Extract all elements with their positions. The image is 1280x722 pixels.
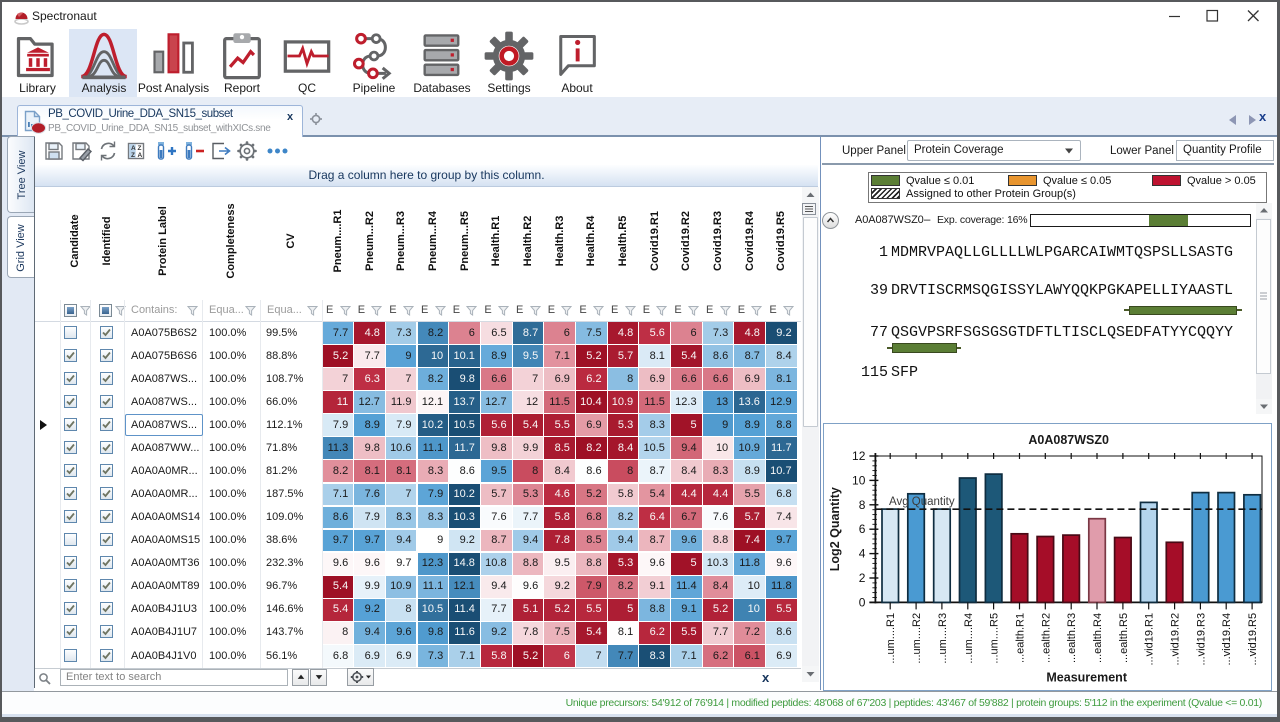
svg-text:6: 6	[859, 522, 866, 536]
svg-text:...um....R3: ...um....R3	[937, 612, 949, 663]
svg-text:...vid19.R4: ...vid19.R4	[1221, 612, 1233, 665]
svg-text:Z: Z	[131, 152, 135, 159]
svg-text:...vid19.R1: ...vid19.R1	[1144, 612, 1156, 665]
svg-text:10: 10	[852, 473, 866, 487]
svg-text:0: 0	[859, 595, 866, 609]
svg-text:8: 8	[859, 497, 866, 511]
svg-text:Avg Quantity: Avg Quantity	[889, 496, 955, 508]
svg-text:4: 4	[859, 546, 866, 560]
svg-text:A: A	[131, 145, 136, 152]
svg-text:...ealth.R4: ...ealth.R4	[1092, 612, 1104, 662]
svg-text:...um....R4: ...um....R4	[963, 612, 975, 663]
svg-text:...ealth.R5: ...ealth.R5	[1118, 612, 1130, 662]
svg-text:...ealth.R1: ...ealth.R1	[1015, 612, 1027, 662]
svg-text:Log2 Quantity: Log2 Quantity	[828, 487, 842, 571]
svg-text:...um....R2: ...um....R2	[911, 612, 923, 663]
svg-text:12: 12	[852, 449, 866, 463]
svg-text:...um....R5: ...um....R5	[989, 612, 1001, 663]
svg-text:A0A087WSZ0: A0A087WSZ0	[1028, 433, 1109, 447]
svg-text:...vid19.R2: ...vid19.R2	[1170, 612, 1182, 665]
svg-text:Measurement: Measurement	[1046, 670, 1127, 684]
svg-text:...ealth.R2: ...ealth.R2	[1040, 612, 1052, 662]
svg-text:...vid19.R3: ...vid19.R3	[1195, 612, 1207, 665]
svg-text:2: 2	[859, 571, 866, 585]
svg-text:Z: Z	[138, 145, 142, 152]
svg-text:...um....R1: ...um....R1	[885, 612, 897, 663]
svg-text:...ealth.R3: ...ealth.R3	[1066, 612, 1078, 662]
svg-text:...vid19.R5: ...vid19.R5	[1247, 612, 1259, 665]
svg-text:A: A	[138, 152, 143, 159]
